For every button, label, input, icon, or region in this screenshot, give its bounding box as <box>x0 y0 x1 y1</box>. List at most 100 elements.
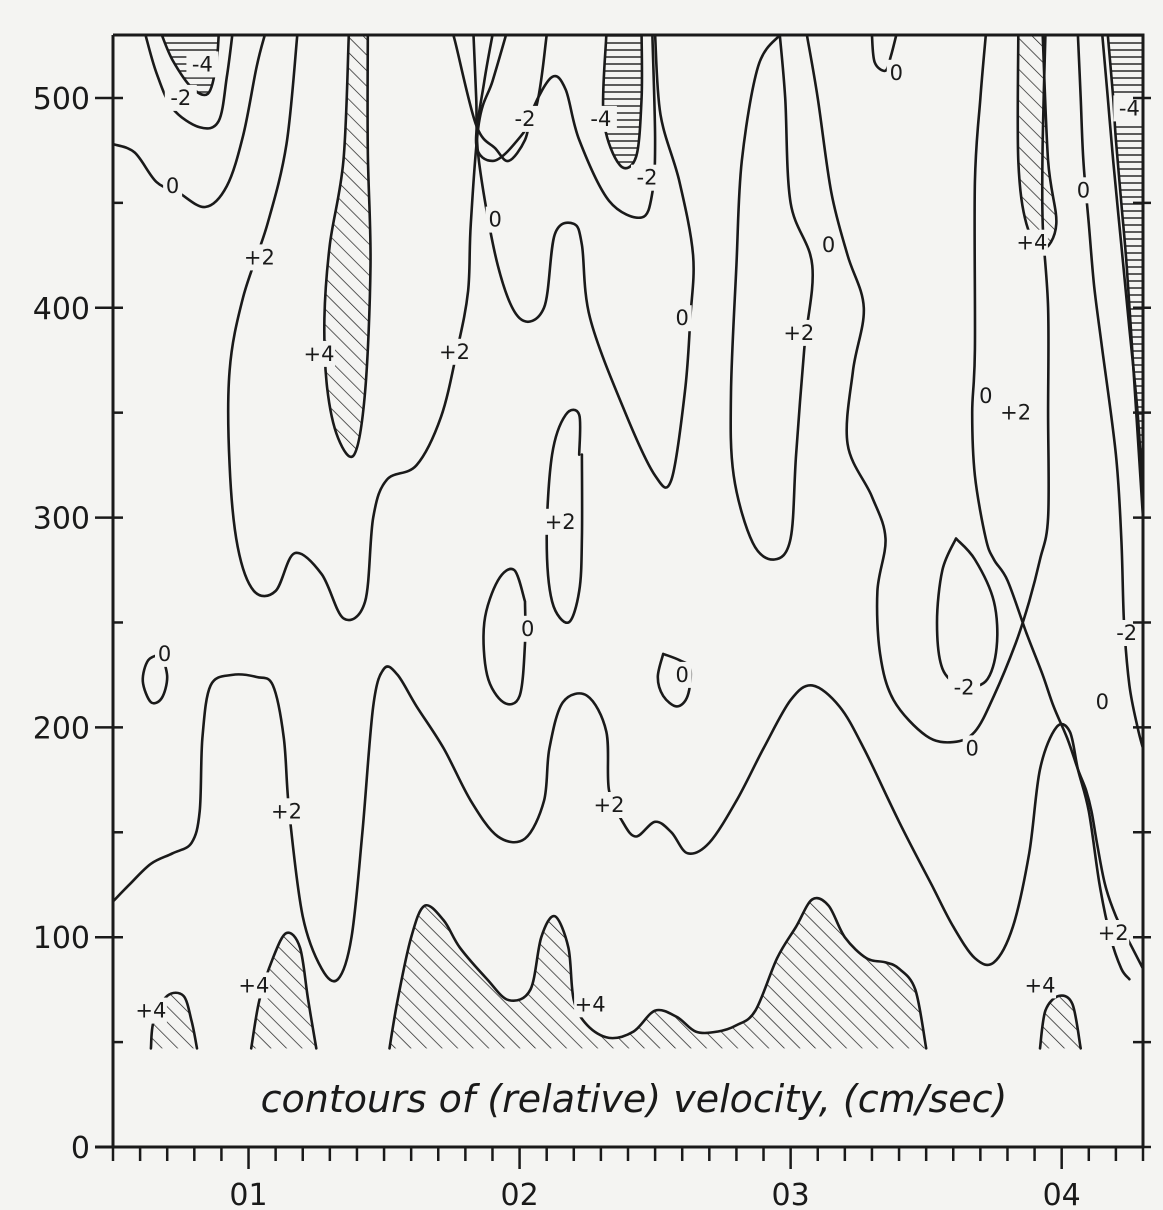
contour-label-0: -4 <box>192 52 213 76</box>
contour-label-bg <box>976 382 996 409</box>
contour-label-7: -2 <box>515 107 536 131</box>
contour-label-bg <box>303 340 335 367</box>
x-tick-label: 02 <box>501 1178 539 1210</box>
contour-line-0-8 <box>472 35 695 489</box>
contour-label-layer: -4-20+2+4 +20-2 -4-20+2000+200+40+20-4-20-… <box>134 51 1146 1024</box>
contour-label-bg <box>574 991 607 1018</box>
y-tick-label: 100 <box>33 921 90 956</box>
contour-label-33: +4 <box>1025 973 1056 997</box>
contour-label-bg <box>485 206 505 233</box>
contour-label-11: +2 <box>545 510 576 534</box>
y-tick-label: 500 <box>33 82 90 117</box>
contour-label-bg <box>243 244 276 271</box>
contour-label-16: 0 <box>822 233 835 257</box>
contour-label-bg <box>155 640 174 667</box>
contour-label-24: 0 <box>1096 690 1109 714</box>
contour-label-12: 0 <box>521 617 534 641</box>
contour-label-bg <box>672 661 692 688</box>
contour-label-1: -2 <box>170 86 191 110</box>
contour-label-bg <box>631 164 663 191</box>
contour-line-0-14 <box>805 35 1051 744</box>
contour-label-bg <box>1097 920 1130 946</box>
contour-label-bg <box>584 105 617 132</box>
y-tick-label: 400 <box>33 292 90 327</box>
contour-line-plus2-3 <box>226 35 508 622</box>
contour-label-8: -4 <box>590 107 611 131</box>
contour-line-0-12 <box>141 652 169 705</box>
contour-label-bg <box>270 798 303 825</box>
contour-label-bg <box>186 51 219 78</box>
hatch-region-minus4-20 <box>1107 35 1143 518</box>
contour-label-29: +2 <box>1098 921 1129 945</box>
contour-label-6: 0 <box>489 208 502 232</box>
hatch-region-plus4-26 <box>1040 995 1081 1049</box>
contour-label-13: 0 <box>676 663 689 687</box>
contour-layer <box>113 35 1143 1050</box>
contour-label-4: +4 <box>304 342 335 366</box>
contour-line-0-10 <box>482 567 527 706</box>
contour-label-26: 0 <box>966 736 979 760</box>
contour-label-bg <box>509 105 541 132</box>
contour-line-plus4-4 <box>323 35 372 459</box>
contour-label-bg <box>134 997 167 1024</box>
contour-label-bg <box>672 305 692 332</box>
contour-label-28: +2 <box>594 793 625 817</box>
contour-label-bg <box>782 319 815 346</box>
contour-label-bg <box>237 972 270 999</box>
contour-line-minus2-1 <box>144 35 234 130</box>
contour-label-17: 0 <box>890 61 903 85</box>
hatch-region-plus4-17 <box>1017 35 1057 249</box>
contour-label-bg <box>948 674 981 701</box>
contour-label-30: +4 <box>135 999 166 1023</box>
contour-label-5: +2 <box>439 340 470 364</box>
contour-label-bg <box>1024 972 1056 999</box>
x-tick-label: 01 <box>229 1178 267 1210</box>
contour-label-bg <box>438 338 471 365</box>
contour-label-bg <box>1073 177 1093 204</box>
contour-label-bg <box>163 173 183 200</box>
contour-line-0-15 <box>870 35 898 73</box>
contour-label-18: +4 <box>1016 231 1047 255</box>
contour-label-9: -2 <box>637 166 658 190</box>
contour-label-bg <box>886 59 906 86</box>
contour-label-27: +2 <box>271 799 302 823</box>
axis-layer: 0 100 200 300 400 500 01 02 03 04 <box>33 33 1151 1210</box>
hatch-region-plus4-24 <box>251 932 317 1049</box>
contour-label-23: -2 <box>1116 621 1137 645</box>
contour-label-bg <box>518 615 538 642</box>
x-tick-label: 04 <box>1043 1178 1081 1210</box>
hatch-region-minus4-6 <box>602 35 642 169</box>
hatch-region-plus4-25 <box>389 898 927 1049</box>
contour-label-31: +4 <box>238 973 269 997</box>
contour-line-plus4-25 <box>388 896 928 1050</box>
contour-label-bg <box>544 508 577 535</box>
contour-label-15: +2 <box>783 321 814 345</box>
hatch-layer <box>150 35 1143 1049</box>
contour-label-bg <box>1110 620 1143 646</box>
contour-label-14: 0 <box>158 642 171 666</box>
contour-label-bg <box>1015 229 1048 256</box>
contour-label-2: 0 <box>166 174 179 198</box>
contour-line-plus2-9 <box>545 408 584 624</box>
contour-label-25: -2 <box>954 676 975 700</box>
contour-line-plus4-26 <box>1038 994 1082 1050</box>
contour-line-0-21 <box>1076 35 1143 750</box>
contour-label-22: -4 <box>1119 96 1140 120</box>
contour-line-0-18 <box>970 35 1143 970</box>
chart-title: contours of (relative) velocity, (cm/sec… <box>261 1077 1008 1121</box>
contour-label-bg <box>962 735 982 762</box>
hatch-region-plus4-4 <box>324 35 371 457</box>
contour-line-plus2-22 <box>113 665 1131 983</box>
contour-label-bg <box>593 792 625 818</box>
contour-line-0-11 <box>656 652 693 708</box>
contour-line-minus2-16 <box>935 537 999 688</box>
y-tick-label: 300 <box>33 502 90 537</box>
contour-line-minus4-6 <box>601 35 644 170</box>
plot-frame <box>111 33 1145 1147</box>
contour-label-32: +4 <box>575 992 606 1016</box>
contour-label-bg <box>999 399 1032 426</box>
contour-label-bg <box>819 231 839 258</box>
contour-label-bg <box>1113 95 1146 122</box>
